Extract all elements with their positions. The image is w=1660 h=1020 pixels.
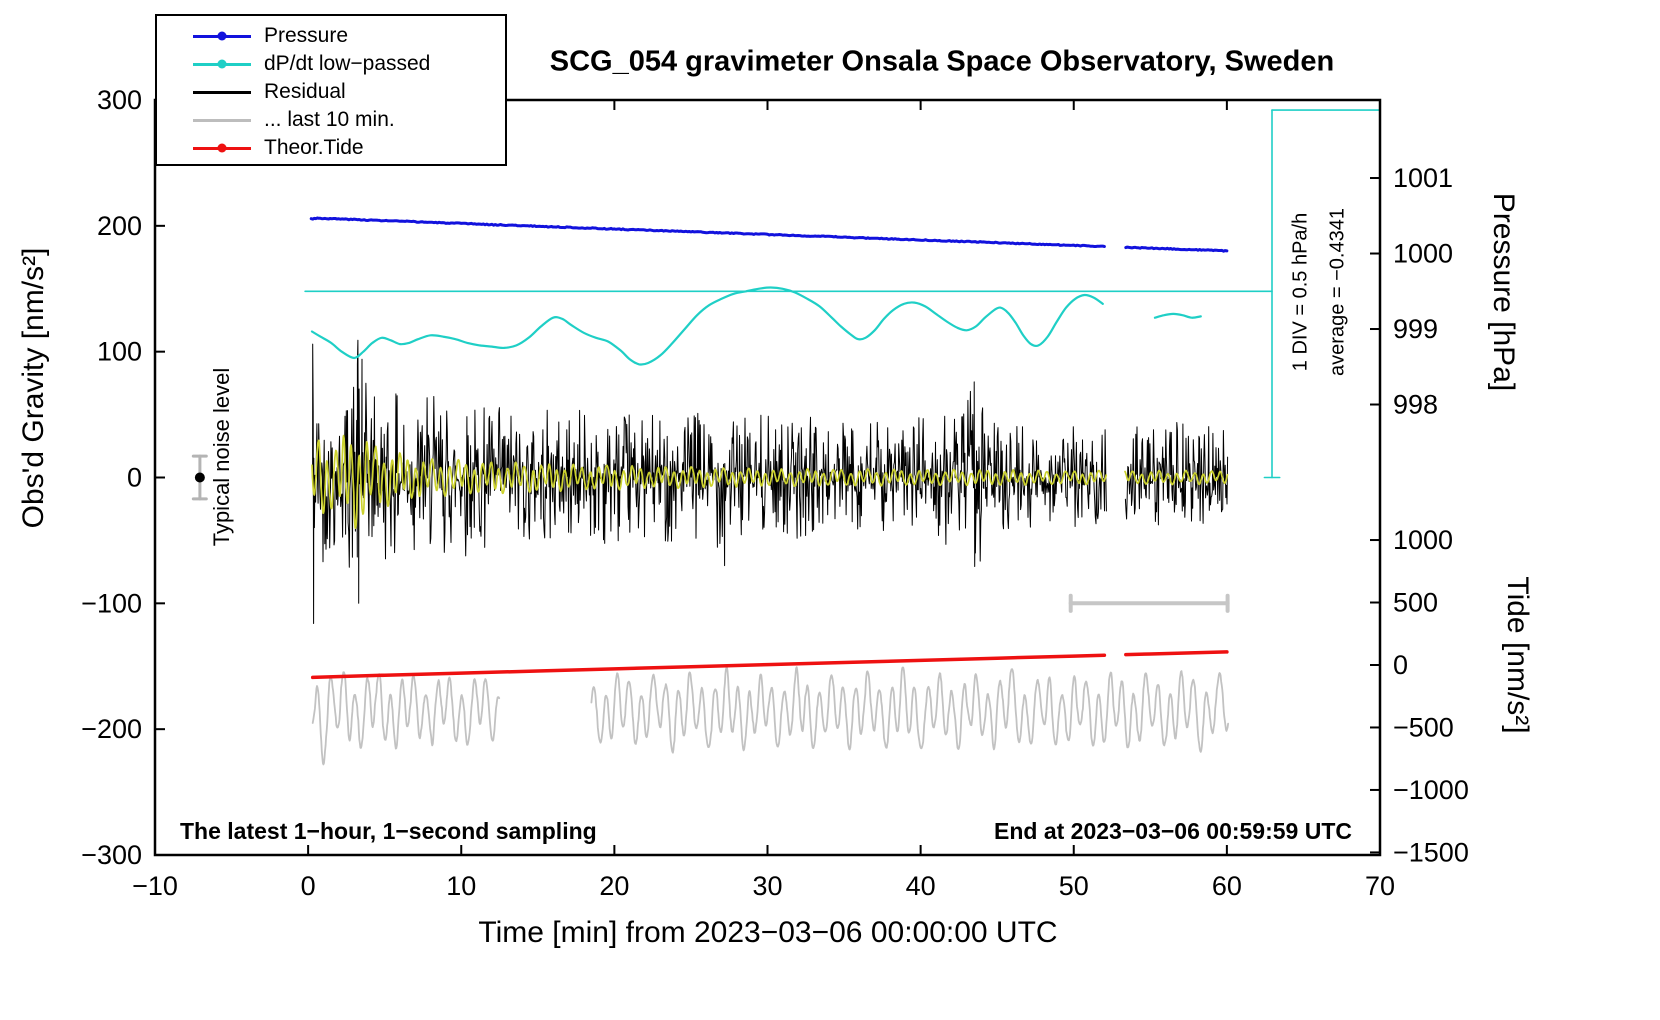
residual-last-10-min: [590, 666, 1229, 754]
svg-text:70: 70: [1365, 871, 1395, 901]
svg-text:−1500: −1500: [1393, 837, 1469, 867]
legend-item-theor-tide: Theor.Tide: [157, 134, 505, 162]
residual-last-10-min: [311, 671, 501, 766]
dpdt-low-passed: [1153, 312, 1202, 319]
svg-text:300: 300: [97, 85, 142, 115]
tide-line-marker: [193, 143, 251, 153]
svg-text:100: 100: [97, 337, 142, 367]
svg-text:40: 40: [906, 871, 936, 901]
pressure-line-marker: [193, 31, 251, 41]
legend-item-pressure: Pressure: [157, 22, 505, 50]
svg-text:999: 999: [1393, 314, 1438, 344]
dpdt-low-passed: [310, 286, 1104, 366]
svg-text:1000: 1000: [1393, 239, 1453, 269]
svg-text:−300: −300: [81, 840, 142, 870]
dpdt-line-marker: [193, 59, 251, 69]
legend-label: ... last 10 min.: [264, 108, 395, 131]
svg-text:10: 10: [446, 871, 476, 901]
svg-text:−10: −10: [132, 871, 178, 901]
legend-box: Pressure dP/dt low−passed Residual ... l…: [155, 14, 507, 166]
svg-text:1001: 1001: [1393, 163, 1453, 193]
svg-text:50: 50: [1059, 871, 1089, 901]
svg-text:0: 0: [301, 871, 316, 901]
svg-text:200: 200: [97, 211, 142, 241]
theoretical-tide: [310, 653, 1107, 680]
svg-text:998: 998: [1393, 390, 1438, 420]
pressure: [309, 216, 1106, 248]
legend-label: dP/dt low−passed: [264, 52, 431, 75]
legend-item-residual: Residual: [157, 78, 505, 106]
theoretical-tide: [1124, 650, 1229, 657]
pressure: [1124, 245, 1229, 253]
legend-label: Pressure: [264, 24, 349, 47]
typical-noise-dot: [194, 472, 205, 483]
residual-low-passed: [311, 434, 1108, 530]
residual: [311, 339, 1107, 624]
svg-text:30: 30: [752, 871, 782, 901]
svg-text:1000: 1000: [1393, 525, 1453, 555]
end-time-label: End at 2023−03−06 00:59:59 UTC: [994, 818, 1352, 844]
svg-text:−200: −200: [81, 714, 142, 744]
sampling-info-label: The latest 1−hour, 1−second sampling: [180, 818, 597, 844]
svg-text:−100: −100: [81, 588, 142, 618]
legend-label: Theor.Tide: [264, 136, 364, 159]
svg-text:−500: −500: [1393, 712, 1454, 742]
typical-noise-level-label: Typical noise level: [209, 367, 234, 547]
residual: [1124, 422, 1229, 526]
svg-text:0: 0: [127, 463, 142, 493]
tide-axis-label: Tide [nm/s²]: [1501, 576, 1534, 734]
svg-text:−1000: −1000: [1393, 775, 1469, 805]
last10-line-marker: [193, 118, 251, 122]
residual-low-passed: [1124, 469, 1229, 486]
svg-text:60: 60: [1212, 871, 1242, 901]
legend-item-dpdt: dP/dt low−passed: [157, 50, 505, 78]
residual-line-marker: [193, 90, 251, 94]
svg-text:500: 500: [1393, 588, 1438, 618]
pressure-axis-label: Pressure [hPa]: [1487, 192, 1520, 392]
gravity-axis-label: Obs'd Gravity [nm/s²]: [17, 247, 50, 529]
average-label: average = −0.4341: [1326, 208, 1349, 376]
legend-label: Residual: [264, 80, 346, 103]
svg-text:0: 0: [1393, 650, 1408, 680]
legend-item-last-10-min: ... last 10 min.: [157, 106, 505, 134]
x-axis-label: Time [min] from 2023−03−06 00:00:00 UTC: [478, 916, 1058, 949]
chart-title: SCG_054 gravimeter Onsala Space Observat…: [549, 45, 1335, 78]
svg-text:20: 20: [599, 871, 629, 901]
div-scale-label: 1 DIV = 0.5 hPa/h: [1289, 212, 1312, 372]
